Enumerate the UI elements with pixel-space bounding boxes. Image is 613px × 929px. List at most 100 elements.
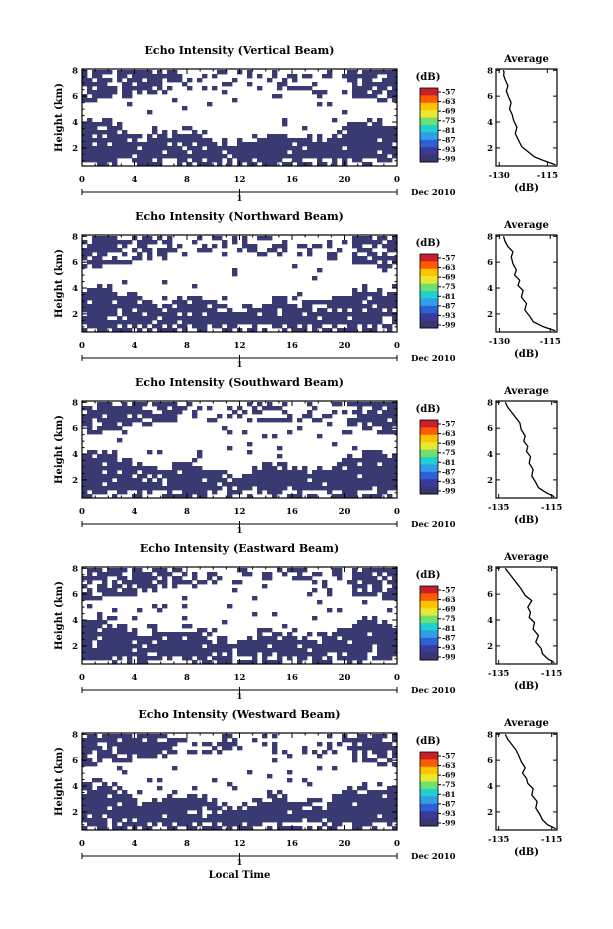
echo-cell [157, 328, 163, 333]
echo-cell [372, 746, 378, 751]
echo-cell [87, 636, 93, 641]
echo-cell [362, 418, 368, 423]
echo-cell [347, 802, 353, 807]
echo-cell [172, 632, 178, 637]
echo-cell [342, 798, 348, 803]
x-tick-label: 0 [394, 175, 400, 185]
profile-y-tick-label: 8 [487, 66, 493, 76]
echo-cell [322, 652, 328, 657]
echo-cell [137, 256, 143, 261]
echo-cell [372, 734, 378, 739]
echo-cell [327, 300, 333, 305]
echo-cell [107, 790, 113, 795]
x-tick-label: 16 [286, 175, 298, 185]
echo-cell [342, 138, 348, 143]
echo-cell [257, 316, 263, 321]
echo-cell [137, 90, 143, 95]
echo-cell [97, 466, 103, 471]
echo-cell [322, 644, 328, 649]
echo-cell [142, 474, 148, 479]
echo-cell [377, 296, 383, 301]
echo-cell [342, 458, 348, 463]
echo-cell [357, 248, 363, 253]
echo-cell [197, 296, 203, 301]
echo-cell [382, 158, 388, 163]
echo-cell [212, 146, 218, 151]
echo-cell [132, 470, 138, 475]
echo-cell [97, 154, 103, 159]
echo-cell [362, 86, 368, 91]
echo-cell [297, 648, 303, 653]
echo-cell [182, 798, 188, 803]
echo-cell [162, 822, 168, 827]
echo-cell [377, 240, 383, 245]
profile-frame [495, 68, 558, 167]
echo-cell [142, 826, 148, 831]
echo-cell [147, 82, 153, 87]
echo-cell [152, 754, 158, 759]
echo-cell [82, 648, 88, 653]
echo-cell [122, 300, 128, 305]
echo-cell [342, 308, 348, 313]
echo-cell [377, 486, 383, 491]
echo-cell [282, 640, 288, 645]
colorbar-swatch [420, 276, 438, 285]
echo-cell [347, 430, 353, 435]
echo-cell [367, 758, 373, 763]
echo-cell [367, 450, 373, 455]
echo-cell [92, 450, 98, 455]
echo-cell [272, 474, 278, 479]
echo-cell [87, 296, 93, 301]
echo-cell [172, 150, 178, 155]
echo-cell [377, 494, 383, 499]
echo-cell [247, 482, 253, 487]
echo-cell [242, 644, 248, 649]
echo-cell [207, 312, 213, 317]
echo-cell [382, 146, 388, 151]
echo-cell [157, 74, 163, 79]
echo-cell [302, 126, 308, 131]
echo-cell [122, 82, 128, 87]
echo-cell [102, 754, 108, 759]
echo-cell [127, 300, 133, 305]
echo-cell [112, 142, 118, 147]
echo-cell [92, 818, 98, 823]
echo-cell [362, 818, 368, 823]
y-tick-label: 4 [72, 782, 78, 792]
echo-cell [97, 252, 103, 257]
echo-cell [117, 134, 123, 139]
echo-cell [357, 640, 363, 645]
echo-cell [357, 632, 363, 637]
echo-cell [177, 810, 183, 815]
echo-cell [122, 414, 128, 419]
echo-cell [247, 70, 253, 75]
echo-cell [377, 86, 383, 91]
echo-cell [177, 798, 183, 803]
echo-cell [387, 640, 393, 645]
echo-cell [317, 482, 323, 487]
echo-cell [172, 826, 178, 831]
echo-cell [317, 154, 323, 159]
echo-cell [197, 308, 203, 313]
profile-x-tick-label: -115 [541, 835, 562, 845]
echo-cell [122, 478, 128, 483]
echo-cell [167, 494, 173, 499]
echo-cell [107, 648, 113, 653]
echo-cell [207, 640, 213, 645]
echo-cell [162, 568, 168, 573]
echo-cell [182, 466, 188, 471]
colorbar-swatch [420, 283, 438, 292]
echo-cell [107, 482, 113, 487]
echo-cell [382, 454, 388, 459]
echo-cell [282, 118, 288, 123]
echo-cell [242, 826, 248, 831]
echo-cell [312, 486, 318, 491]
echo-cell [147, 826, 153, 831]
echo-cell [212, 308, 218, 313]
echo-cell [392, 154, 398, 159]
echo-cell [127, 150, 133, 155]
colorbar-tick-label: -69 [442, 771, 456, 780]
echo-cell [162, 328, 168, 333]
echo-cell [167, 474, 173, 479]
echo-cell [117, 794, 123, 799]
